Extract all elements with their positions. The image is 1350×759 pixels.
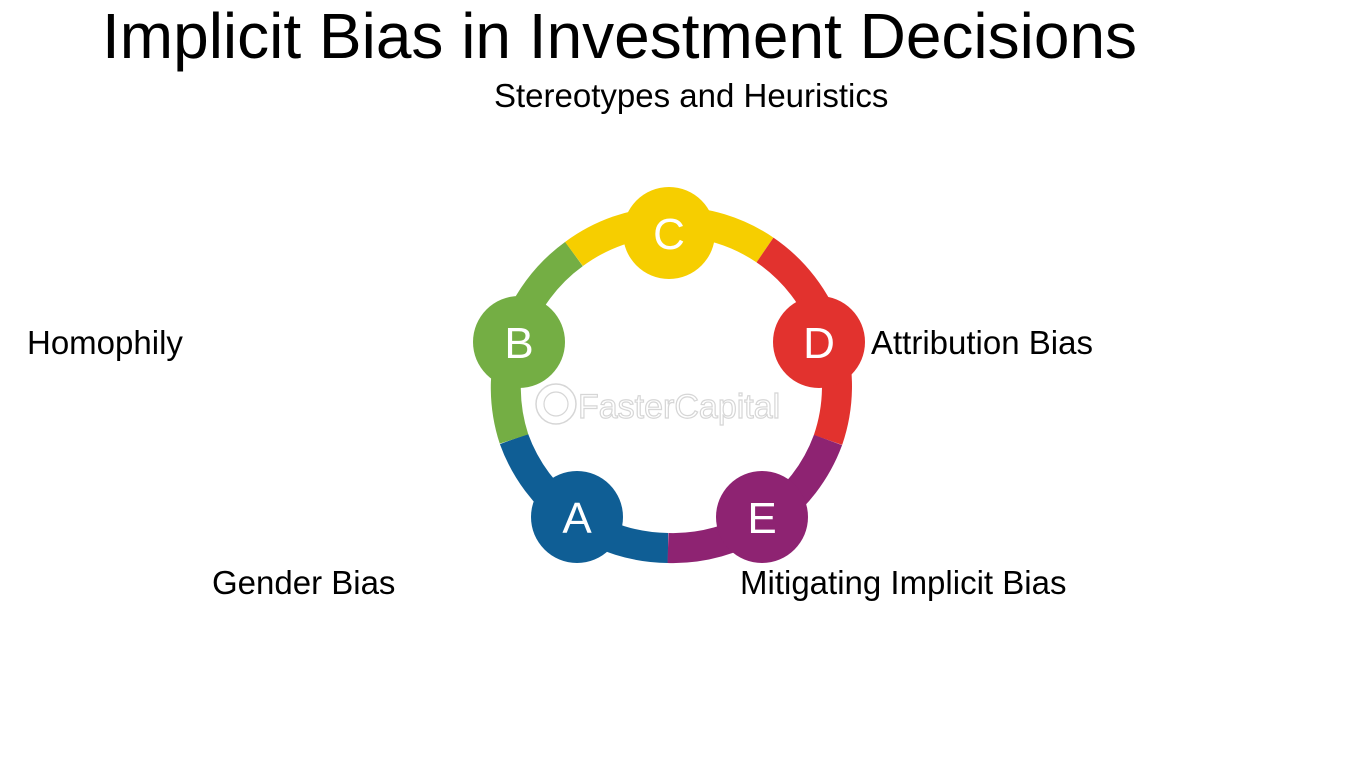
label-d: Attribution Bias xyxy=(871,324,1093,361)
node-c: C xyxy=(623,187,715,279)
label-b: Homophily xyxy=(27,324,183,361)
node-c-letter: C xyxy=(653,210,685,259)
watermark-gear-inner xyxy=(543,391,569,417)
node-d: D xyxy=(773,296,865,388)
node-e-letter: E xyxy=(747,494,776,543)
watermark-text: FasterCapital xyxy=(578,388,780,426)
node-a-letter: A xyxy=(562,494,592,543)
node-a-circle xyxy=(531,471,623,563)
node-d-circle xyxy=(773,296,865,388)
label-a: Gender Bias xyxy=(212,564,396,601)
node-b-letter: B xyxy=(504,319,533,368)
label-c: Stereotypes and Heuristics xyxy=(494,77,889,114)
node-e-circle xyxy=(716,471,808,563)
node-e: E xyxy=(716,471,808,563)
watermark: FasterCapital xyxy=(535,383,781,427)
page-title: Implicit Bias in Investment Decisions xyxy=(102,0,1138,72)
node-c-circle xyxy=(623,187,715,279)
node-a: A xyxy=(531,471,623,563)
node-d-letter: D xyxy=(803,319,835,368)
node-b-circle xyxy=(473,296,565,388)
watermark-gear-icon xyxy=(535,383,577,425)
node-b: B xyxy=(473,296,565,388)
label-e: Mitigating Implicit Bias xyxy=(740,564,1067,601)
